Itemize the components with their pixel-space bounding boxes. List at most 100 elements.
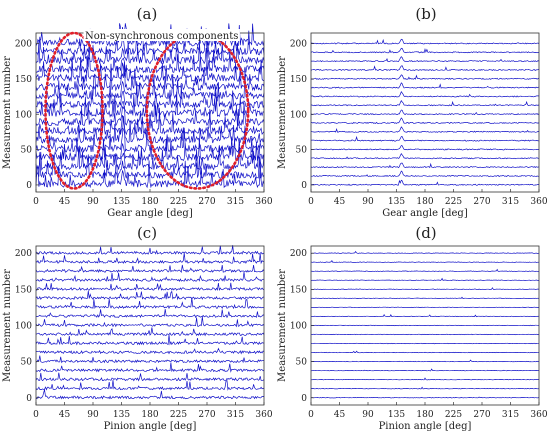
panel-d: (d) 0 45 90 135 180 225 270 315 360 0 50 100 150 200 Pi… — [277, 224, 548, 432]
plot-frame — [310, 32, 540, 193]
trace-8 — [310, 324, 540, 327]
y-tick-label: 200 — [290, 249, 307, 259]
x-tick-label: 90 — [362, 197, 374, 207]
trace-2 — [35, 145, 265, 171]
x-tick-label: 225 — [170, 410, 187, 420]
trace-14 — [310, 56, 540, 63]
x-tick-label: 135 — [113, 410, 130, 420]
trace-0 — [35, 158, 265, 189]
y-tick-label: 150 — [290, 75, 307, 85]
x-axis-title: Pinion angle [deg] — [379, 421, 472, 432]
panel-b: (b) 0 45 90 135 180 225 270 315 360 0 50 100 150 200 Ge… — [277, 5, 548, 219]
y-tick-label: 200 — [15, 249, 32, 259]
x-tick-label: 0 — [308, 410, 314, 420]
x-tick-label: 180 — [416, 197, 433, 207]
trace-11 — [310, 296, 540, 299]
trace-7 — [311, 117, 540, 124]
x-tick-label: 225 — [170, 197, 187, 207]
panel-label: (d) — [415, 224, 436, 242]
trace-14 — [310, 268, 540, 272]
highlight-ellipse-0 — [44, 31, 104, 190]
trace-3 — [35, 136, 265, 162]
trace-13 — [310, 65, 539, 71]
trace-6 — [310, 126, 540, 133]
x-tick-label: 360 — [530, 197, 547, 207]
trace-14 — [35, 264, 265, 274]
y-tick-label: 100 — [290, 110, 307, 120]
y-tick-label: 200 — [290, 40, 307, 50]
trace-8 — [310, 109, 540, 116]
panel-label: (b) — [415, 5, 436, 23]
y-tick-label: 100 — [15, 110, 32, 120]
trace-15 — [35, 252, 265, 265]
trace-5 — [36, 347, 265, 355]
x-tick-label: 0 — [33, 197, 39, 207]
trace-1 — [310, 170, 540, 178]
trace-16 — [35, 245, 265, 255]
annotation-text: Non-synchronous components — [85, 31, 238, 42]
x-tick-label: 180 — [141, 197, 158, 207]
trace-7 — [310, 333, 540, 336]
trace-6 — [310, 342, 539, 345]
y-axis-title: Measurement number — [277, 269, 288, 382]
y-tick-label: 150 — [15, 285, 32, 295]
trace-13 — [310, 277, 540, 281]
y-tick-label: 0 — [26, 181, 32, 191]
x-axis-title: Gear angle [deg] — [382, 208, 468, 219]
y-tick-label: 150 — [15, 75, 32, 85]
x-tick-label: 45 — [59, 410, 71, 420]
trace-11 — [35, 290, 265, 301]
trace-8 — [35, 316, 265, 328]
trace-13 — [35, 272, 265, 282]
x-tick-label: 315 — [227, 197, 244, 207]
trace-4 — [310, 359, 540, 363]
y-axis-title: Measurement number — [2, 56, 13, 169]
trace-6 — [35, 334, 265, 346]
trace-8 — [35, 91, 265, 118]
trace-4 — [310, 145, 540, 151]
trace-10 — [310, 306, 540, 308]
x-tick-label: 315 — [502, 410, 519, 420]
x-tick-label: 90 — [362, 410, 374, 420]
x-tick-label: 225 — [445, 197, 462, 207]
trace-6 — [35, 107, 265, 136]
trace-0 — [310, 179, 540, 186]
trace-16 — [310, 38, 540, 45]
x-axis-title: Pinion angle [deg] — [104, 421, 197, 432]
trace-12 — [310, 74, 540, 80]
trace-9 — [310, 100, 540, 107]
trace-12 — [310, 287, 539, 290]
x-tick-label: 90 — [87, 197, 99, 207]
trace-15 — [310, 259, 540, 263]
trace-0 — [35, 389, 265, 400]
trace-0 — [310, 396, 540, 399]
annotation-background — [83, 29, 240, 41]
x-axis-title: Gear angle [deg] — [107, 208, 193, 219]
trace-12 — [35, 282, 265, 292]
x-tick-label: 270 — [473, 410, 490, 420]
x-tick-label: 45 — [59, 197, 71, 207]
trace-1 — [35, 380, 265, 391]
x-tick-label: 270 — [473, 197, 490, 207]
x-tick-label: 270 — [198, 410, 215, 420]
trace-9 — [35, 308, 265, 319]
trace-7 — [35, 327, 265, 337]
x-tick-label: 315 — [227, 410, 244, 420]
trace-2 — [310, 162, 540, 169]
trace-9 — [310, 314, 540, 318]
y-tick-label: 0 — [26, 394, 32, 404]
trace-7 — [35, 102, 265, 127]
panel-label: (c) — [137, 224, 157, 242]
trace-9 — [35, 80, 265, 109]
trace-3 — [310, 368, 540, 372]
trace-5 — [310, 350, 540, 354]
trace-3 — [35, 362, 265, 373]
x-tick-label: 45 — [334, 197, 346, 207]
x-tick-label: 180 — [141, 410, 158, 420]
trace-3 — [310, 153, 540, 160]
x-tick-label: 135 — [388, 197, 405, 207]
y-tick-label: 0 — [301, 394, 307, 404]
y-tick-label: 100 — [15, 322, 32, 332]
trace-4 — [35, 116, 265, 154]
